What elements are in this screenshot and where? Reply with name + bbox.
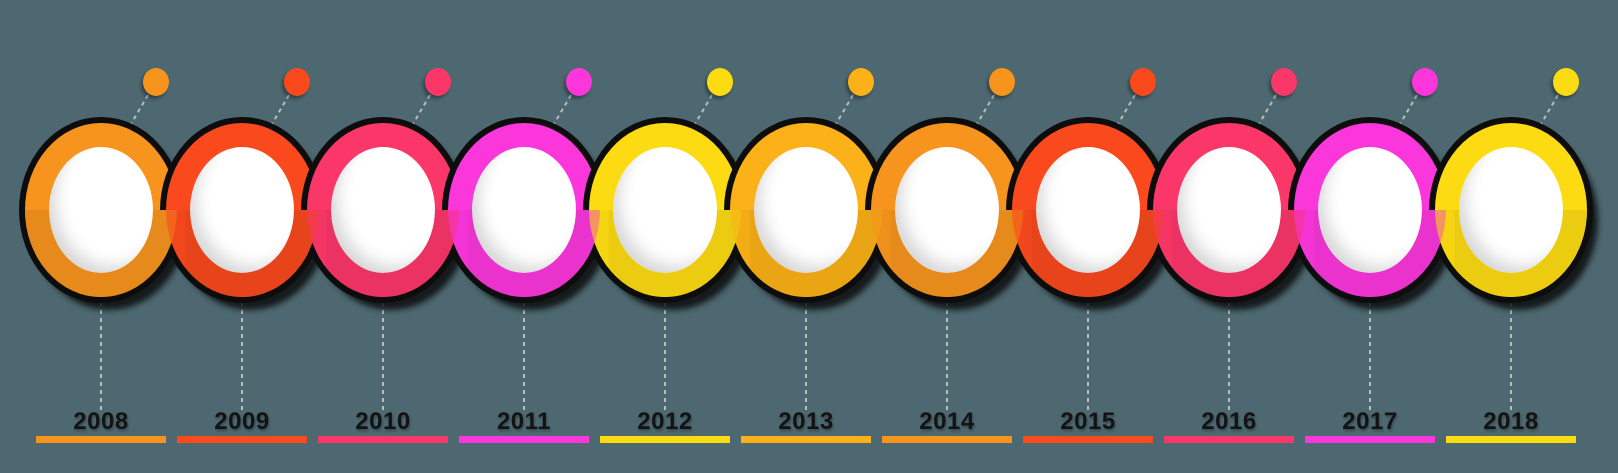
year-underline-bar xyxy=(882,436,1012,443)
year-underline-bar xyxy=(1305,436,1435,443)
year-marker-dot xyxy=(284,68,310,96)
year-marker-dot xyxy=(707,68,733,96)
year-marker-dot xyxy=(1271,68,1297,96)
year-marker-dot xyxy=(1553,68,1579,96)
year-underline-bar xyxy=(1164,436,1294,443)
year-label: 2013 xyxy=(778,408,834,435)
year-label: 2008 xyxy=(73,408,129,435)
year-marker-dot xyxy=(1130,68,1156,96)
year-underline-bar xyxy=(36,436,166,443)
year-marker-dot xyxy=(848,68,874,96)
year-label: 2012 xyxy=(637,408,693,435)
year-marker-dot xyxy=(143,68,169,96)
year-underline-bar xyxy=(1446,436,1576,443)
year-underline-bar xyxy=(459,436,589,443)
year-marker-dot xyxy=(989,68,1015,96)
year-underline-bar xyxy=(177,436,307,443)
year-underline-bar xyxy=(1023,436,1153,443)
year-label: 2009 xyxy=(214,408,270,435)
year-underline-bar xyxy=(600,436,730,443)
year-underline-bar xyxy=(741,436,871,443)
year-label: 2016 xyxy=(1201,408,1257,435)
year-marker-dot xyxy=(425,68,451,96)
year-underline-bar xyxy=(318,436,448,443)
year-marker-dot xyxy=(566,68,592,96)
year-label: 2014 xyxy=(919,408,975,435)
year-label: 2015 xyxy=(1060,408,1116,435)
year-label: 2011 xyxy=(496,408,552,435)
year-label: 2010 xyxy=(355,408,411,435)
year-marker-dot xyxy=(1412,68,1438,96)
year-label: 2017 xyxy=(1342,408,1398,435)
year-label: 2018 xyxy=(1483,408,1539,435)
